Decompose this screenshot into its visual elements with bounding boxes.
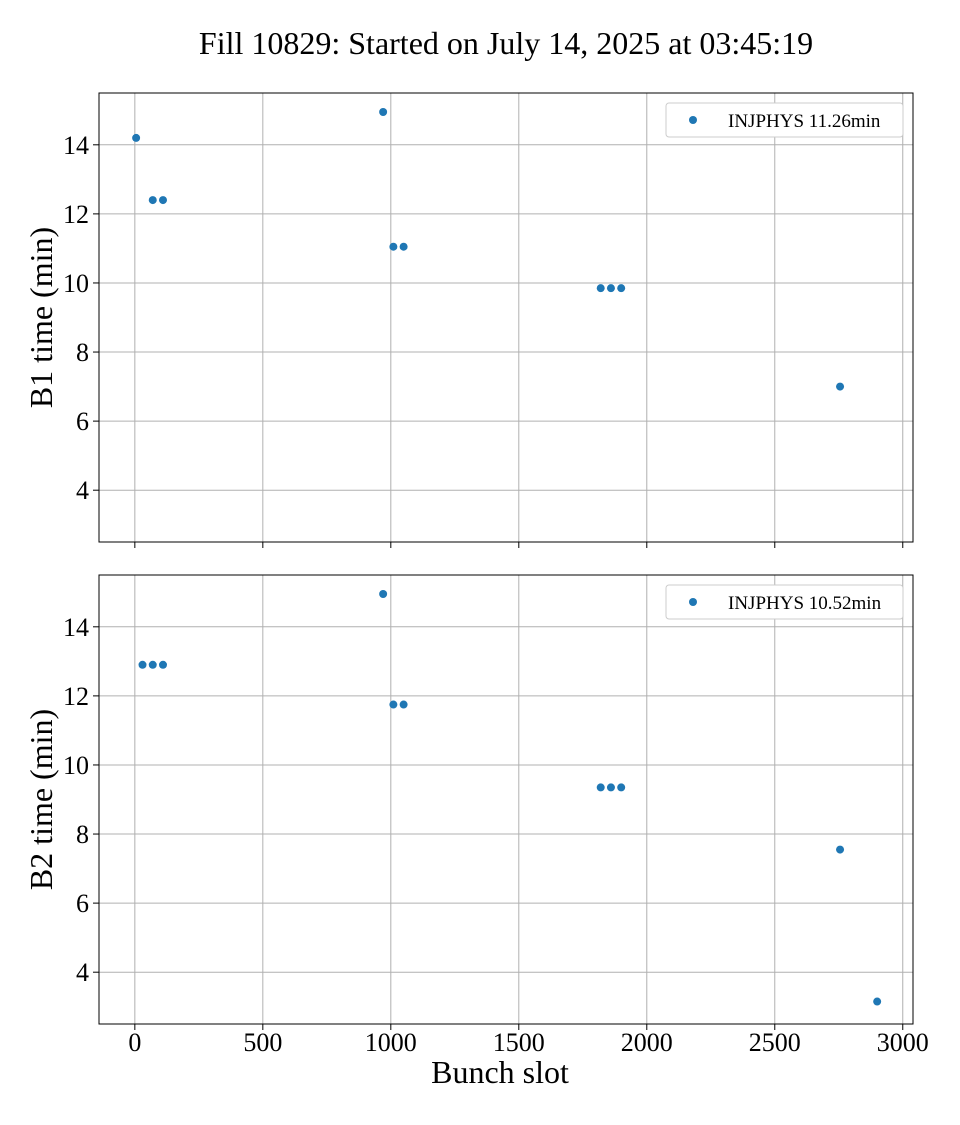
data-point: [379, 107, 388, 116]
legend-label: INJPHYS 11.26min: [728, 111, 881, 132]
x-tick-label: 3000: [877, 1028, 929, 1057]
y-tick-label: 10: [63, 751, 89, 780]
data-point: [596, 284, 605, 293]
axes-frame: [98, 92, 914, 543]
y-tick-label: 10: [63, 269, 89, 298]
y-tick-label: 14: [63, 613, 89, 642]
y-tick-label: 12: [63, 682, 89, 711]
y-tick-label: 8: [76, 338, 89, 367]
legend-box: [665, 102, 904, 138]
x-tick-label: 500: [243, 1028, 282, 1057]
y-tick-label: 12: [63, 200, 89, 229]
data-point: [606, 783, 615, 792]
data-point: [606, 284, 615, 293]
x-tick-label: 2500: [749, 1028, 801, 1057]
data-point: [138, 660, 147, 669]
data-point: [873, 997, 882, 1006]
data-point: [617, 284, 626, 293]
legend-marker: [689, 116, 697, 124]
y-tick-label: 14: [63, 131, 89, 160]
data-point: [399, 700, 408, 709]
data-point: [399, 242, 408, 251]
y-tick-label: 6: [76, 889, 89, 918]
legend-box: [665, 584, 904, 620]
y-axis-label: B2 time (min): [23, 709, 59, 890]
data-point: [836, 382, 845, 391]
data-point: [596, 783, 605, 792]
subplot-2: 0 500 1000 1500 2000 2500 3000 4 6 8 10 12 14 B2 time…: [23, 574, 929, 1090]
x-axis-label: Bunch slot: [431, 1054, 569, 1090]
x-tick-label: 2000: [621, 1028, 673, 1057]
data-point: [389, 700, 398, 709]
data-point: [132, 133, 141, 142]
data-point: [379, 589, 388, 598]
x-tick-label: 1000: [365, 1028, 417, 1057]
y-tick-label: 8: [76, 820, 89, 849]
data-point: [148, 196, 157, 205]
data-point: [158, 660, 167, 669]
legend-marker: [689, 598, 697, 606]
legend: INJPHYS 11.26min: [665, 102, 904, 138]
data-point: [148, 660, 157, 669]
x-tick-label: 1500: [493, 1028, 545, 1057]
y-tick-label: 4: [76, 958, 89, 987]
data-point: [617, 783, 626, 792]
y-axis-label: B1 time (min): [23, 227, 59, 408]
x-tick-label: 0: [128, 1028, 141, 1057]
legend: INJPHYS 10.52min: [665, 584, 904, 620]
y-tick-label: 4: [76, 476, 89, 505]
axes-frame: [98, 574, 914, 1025]
legend-label: INJPHYS 10.52min: [728, 593, 882, 614]
y-tick-label: 6: [76, 407, 89, 436]
data-point: [389, 242, 398, 251]
data-point: [836, 845, 845, 854]
data-point: [158, 196, 167, 205]
chart-title: Fill 10829: Started on July 14, 2025 at …: [199, 25, 813, 61]
subplot-1: 4 6 8 10 12 14 B1 time (min) INJPHYS 11.26min: [23, 92, 914, 548]
